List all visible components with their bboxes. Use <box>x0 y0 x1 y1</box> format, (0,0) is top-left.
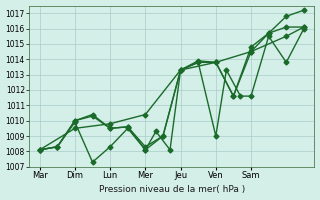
X-axis label: Pression niveau de la mer( hPa ): Pression niveau de la mer( hPa ) <box>99 185 245 194</box>
